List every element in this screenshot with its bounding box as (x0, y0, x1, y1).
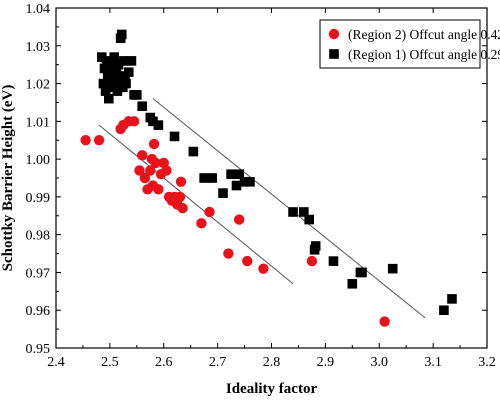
data-point-s2 (188, 146, 199, 157)
x-tick-label: 2.7 (209, 355, 227, 370)
data-point-s2 (103, 93, 114, 104)
x-tick-label: 3.0 (371, 355, 389, 370)
x-tick-label: 2.5 (101, 355, 119, 370)
x-tick-label: 2.8 (263, 355, 281, 370)
data-point-s2 (328, 256, 339, 266)
x-axis-title: Ideality factor (226, 381, 318, 397)
data-point-s1 (80, 135, 91, 146)
data-point-s1 (258, 263, 269, 274)
y-tick-label: 1.00 (26, 153, 51, 168)
data-point-s2 (123, 67, 134, 78)
data-point-s2 (447, 294, 457, 304)
data-point-s2 (137, 101, 147, 112)
data-point-s2 (112, 86, 123, 96)
legend-marker-square (329, 49, 339, 59)
data-point-s2 (218, 188, 228, 198)
data-point-s2 (234, 169, 244, 180)
data-point-s2 (148, 116, 158, 127)
fit-line-1 (98, 124, 294, 285)
data-point-s1 (196, 218, 207, 229)
data-point-s2 (207, 173, 218, 183)
data-point-s2 (231, 180, 242, 191)
y-axis-title: Schottky Barrier Height (eV) (0, 85, 16, 272)
y-tick-label: 0.97 (26, 266, 51, 281)
plot-area-group (80, 29, 457, 327)
data-point-s1 (175, 176, 187, 187)
data-point-s2 (347, 278, 358, 289)
legend-label: (Region 2) Offcut angle 0.42o (348, 26, 500, 42)
data-point-s2 (245, 176, 255, 187)
data-point-s2 (111, 67, 122, 78)
data-point-s1 (379, 316, 390, 327)
data-point-s1 (177, 203, 188, 214)
data-point-s2 (113, 59, 124, 70)
data-point-s2 (199, 173, 209, 183)
data-point-s1 (150, 157, 161, 169)
data-point-s1 (128, 116, 140, 127)
data-point-s2 (96, 52, 107, 62)
x-tick-label: 2.4 (47, 355, 65, 370)
y-tick-label: 0.96 (26, 304, 51, 319)
data-point-s1 (153, 184, 164, 195)
data-point-s2 (119, 56, 129, 66)
data-point-s1 (242, 255, 253, 267)
data-point-s2 (121, 78, 131, 89)
legend-label: (Region 1) Offcut angle 0.29o (348, 46, 500, 62)
data-point-s2 (100, 86, 111, 96)
data-point-s1 (174, 191, 186, 203)
legend: (Region 2) Offcut angle 0.42o (Region 1) … (319, 19, 500, 69)
data-point-s1 (139, 172, 151, 184)
data-point-s2 (288, 207, 298, 217)
data-point-s1 (161, 165, 172, 176)
data-point-s2 (132, 90, 142, 100)
x-tick-label: 2.9 (317, 355, 335, 370)
data-point-s2 (226, 169, 236, 180)
y-tick-label: 0.98 (26, 229, 51, 244)
y-tick-label: 1.04 (26, 2, 51, 17)
data-point-s2 (153, 120, 164, 130)
data-point-s1 (137, 150, 148, 161)
x-tick-label: 3.1 (424, 355, 442, 370)
data-point-s1 (134, 165, 145, 176)
y-tick-label: 0.99 (26, 191, 51, 206)
axes-group: 2.4 2.5 2.6 2.7 2.8 2.9 3.0 3.1 3.2 0.95 0.96 0.97 0… (26, 2, 496, 370)
data-point-s2 (109, 52, 119, 62)
data-point-s2 (299, 207, 309, 217)
data-point-s2 (387, 263, 398, 274)
data-point-s2 (304, 214, 315, 225)
data-point-s1 (93, 135, 105, 146)
x-tick-label: 2.6 (155, 355, 173, 370)
data-point-s2 (126, 56, 137, 66)
data-point-s1 (223, 248, 234, 259)
y-tick-label: 1.02 (26, 78, 51, 93)
y-tick-label: 0.95 (26, 342, 51, 357)
y-tick-label: 1.03 (26, 40, 51, 55)
x-tick-label: 3.2 (478, 355, 496, 370)
legend-box (319, 19, 481, 69)
data-point-s2 (98, 78, 109, 89)
data-point-s1 (306, 255, 318, 267)
legend-marker-circle (328, 28, 340, 40)
data-point-s1 (233, 214, 245, 225)
data-point-s2 (439, 305, 449, 316)
data-point-s2 (114, 74, 125, 85)
data-point-s2 (357, 267, 367, 278)
data-point-s2 (116, 29, 127, 40)
data-point-s2 (239, 176, 250, 187)
y-tick-label: 1.01 (26, 115, 51, 130)
data-point-s1 (145, 165, 156, 176)
data-point-s1 (204, 206, 215, 218)
data-point-s2 (310, 241, 321, 251)
data-point-s1 (148, 138, 160, 150)
data-point-s2 (169, 131, 180, 142)
